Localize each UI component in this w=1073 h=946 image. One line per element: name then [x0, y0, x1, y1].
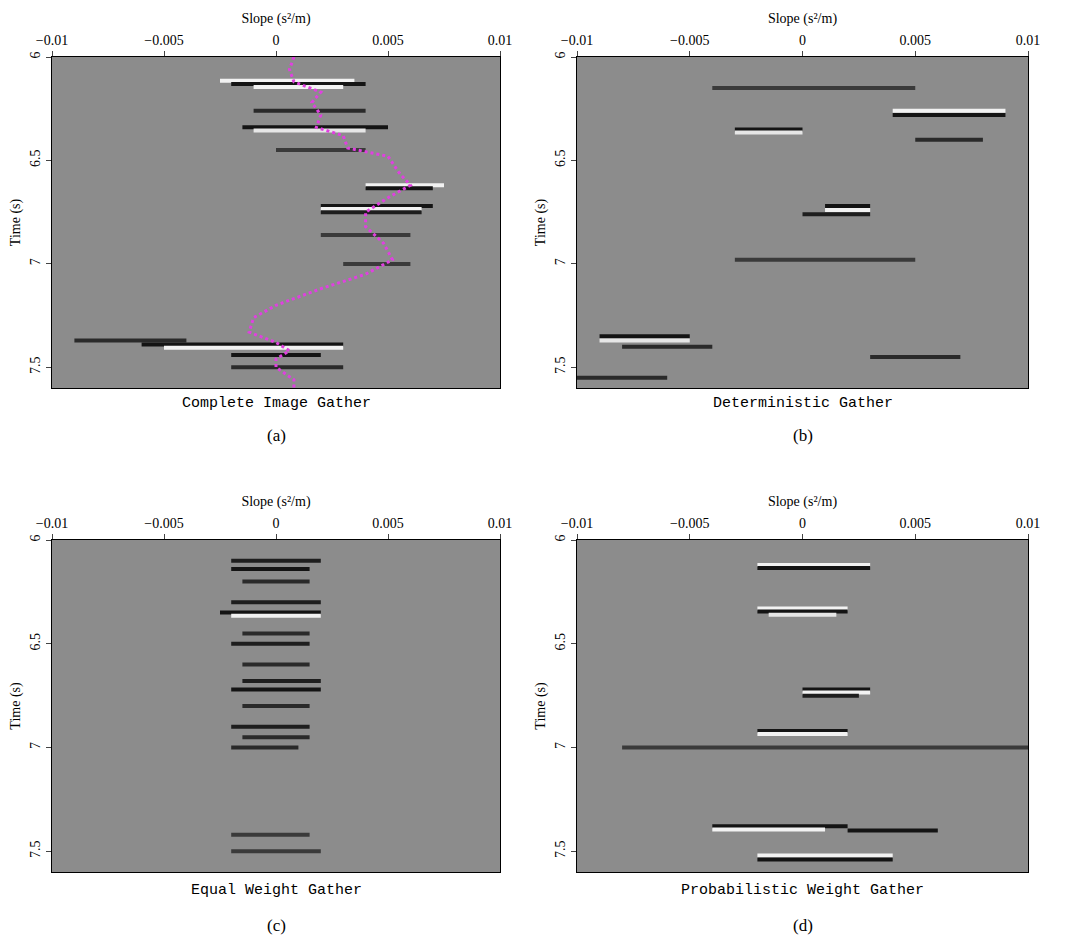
svg-text:7.5: 7.5	[553, 356, 568, 374]
svg-text:Probabilistic Weight Gather: Probabilistic Weight Gather	[681, 882, 924, 899]
svg-text:6: 6	[28, 51, 43, 58]
svg-text:(c): (c)	[267, 916, 286, 935]
svg-text:6: 6	[553, 534, 568, 541]
svg-text:(b): (b)	[793, 426, 813, 445]
svg-text:7: 7	[28, 742, 43, 749]
svg-text:Time (s): Time (s)	[533, 199, 549, 247]
svg-text:0: 0	[799, 516, 806, 531]
svg-text:0.01: 0.01	[1016, 516, 1041, 531]
svg-text:7.5: 7.5	[553, 840, 568, 858]
svg-text:Time (s): Time (s)	[8, 682, 24, 730]
svg-text:Equal Weight Gather: Equal Weight Gather	[191, 882, 362, 899]
svg-text:6: 6	[28, 534, 43, 541]
svg-text:6.5: 6.5	[553, 633, 568, 651]
svg-text:−0.005: −0.005	[670, 516, 709, 531]
svg-text:(a): (a)	[267, 426, 286, 445]
svg-text:0.01: 0.01	[1016, 33, 1041, 48]
svg-text:Slope (s²/m): Slope (s²/m)	[768, 494, 837, 510]
svg-text:0: 0	[799, 33, 806, 48]
svg-text:0.005: 0.005	[900, 33, 932, 48]
svg-text:−0.005: −0.005	[144, 33, 183, 48]
svg-text:6.5: 6.5	[28, 150, 43, 168]
svg-text:−0.01: −0.01	[36, 33, 68, 48]
svg-text:Slope (s²/m): Slope (s²/m)	[768, 11, 837, 27]
svg-text:0: 0	[273, 516, 280, 531]
svg-text:0.005: 0.005	[900, 516, 932, 531]
svg-text:(d): (d)	[793, 916, 813, 935]
svg-text:6.5: 6.5	[553, 150, 568, 168]
svg-text:Deterministic Gather: Deterministic Gather	[713, 395, 893, 412]
svg-text:−0.01: −0.01	[36, 516, 68, 531]
svg-text:Slope (s²/m): Slope (s²/m)	[241, 494, 310, 510]
svg-text:7.5: 7.5	[28, 356, 43, 374]
svg-text:0.01: 0.01	[488, 516, 513, 531]
svg-text:0.01: 0.01	[488, 33, 513, 48]
svg-text:−0.01: −0.01	[561, 516, 593, 531]
svg-text:7.5: 7.5	[28, 840, 43, 858]
svg-text:Time (s): Time (s)	[8, 199, 24, 247]
svg-text:Slope (s²/m): Slope (s²/m)	[241, 11, 310, 27]
svg-text:Time (s): Time (s)	[533, 682, 549, 730]
svg-text:6: 6	[553, 51, 568, 58]
svg-text:7: 7	[28, 258, 43, 265]
svg-text:0: 0	[273, 33, 280, 48]
svg-text:7: 7	[553, 258, 568, 265]
svg-text:−0.005: −0.005	[670, 33, 709, 48]
svg-text:−0.005: −0.005	[144, 516, 183, 531]
svg-text:6.5: 6.5	[28, 633, 43, 651]
svg-text:0.005: 0.005	[372, 33, 404, 48]
svg-text:Complete Image Gather: Complete Image Gather	[182, 395, 371, 412]
svg-text:0.005: 0.005	[372, 516, 404, 531]
svg-text:−0.01: −0.01	[561, 33, 593, 48]
svg-text:7: 7	[553, 742, 568, 749]
